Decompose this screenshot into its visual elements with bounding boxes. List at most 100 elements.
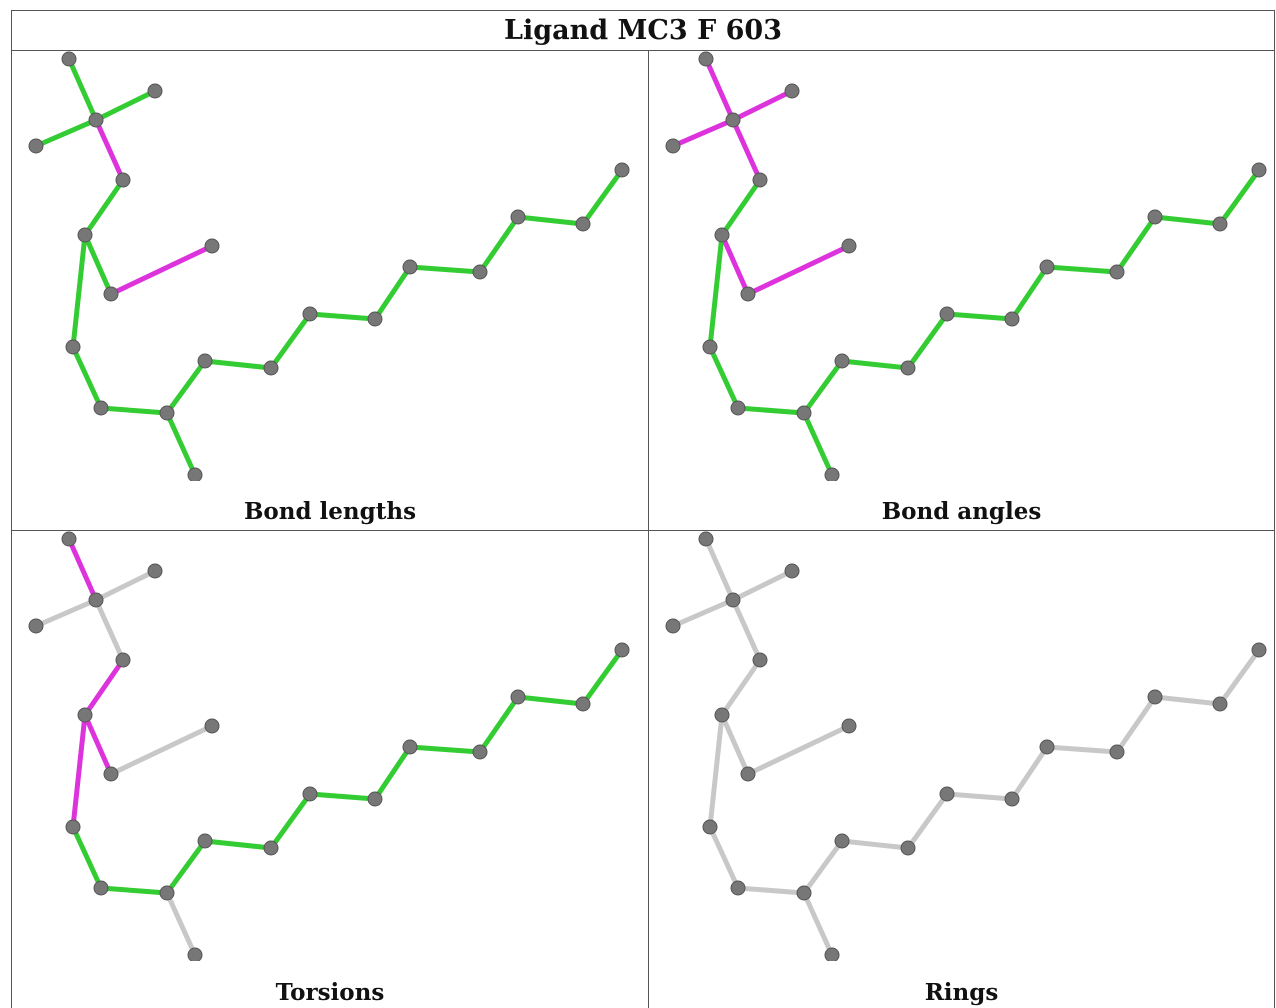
bond-0-3	[33, 597, 99, 629]
bond-0-2	[730, 568, 795, 603]
atom-20	[614, 162, 630, 178]
atom-10	[796, 885, 812, 901]
caption-rings: Rings	[924, 979, 999, 1006]
atom-1	[698, 531, 714, 547]
atom-17	[472, 264, 488, 280]
bond-15-16	[372, 744, 413, 802]
atom-14	[939, 306, 955, 322]
bond-10-12	[801, 358, 845, 416]
bond-4-5	[82, 657, 126, 718]
atom-18	[510, 209, 526, 225]
atom-4	[115, 652, 131, 668]
atom-17	[1109, 744, 1125, 760]
atom-0	[725, 592, 741, 608]
atom-9	[93, 400, 109, 416]
atom-5	[77, 227, 93, 243]
panel-rings: Rings	[649, 531, 1274, 1008]
atom-13	[263, 840, 279, 856]
atom-18	[510, 689, 526, 705]
bond-19-20	[1217, 167, 1262, 227]
atom-17	[1109, 264, 1125, 280]
molecule-structure-torsions	[28, 531, 630, 961]
atom-3	[28, 618, 44, 634]
atom-10	[796, 405, 812, 421]
bond-0-3	[33, 117, 99, 149]
atom-1	[61, 51, 77, 67]
bond-17-18	[1114, 694, 1158, 755]
bond-10-11	[801, 890, 835, 958]
atom-13	[263, 360, 279, 376]
bond-0-1	[703, 536, 736, 603]
bond-0-2	[93, 568, 158, 603]
bond-15-16	[372, 264, 413, 322]
bond-5-8	[707, 232, 725, 350]
bond-4-5	[719, 177, 763, 238]
atom-16	[402, 739, 418, 755]
bond-0-1	[703, 56, 736, 123]
atom-2	[784, 563, 800, 579]
atom-16	[402, 259, 418, 275]
atom-0	[725, 112, 741, 128]
bond-8-9	[707, 824, 741, 891]
bond-6-7	[745, 723, 852, 777]
atom-12	[197, 353, 213, 369]
atom-11	[824, 467, 840, 481]
atom-6	[103, 286, 119, 302]
bond-4-5	[719, 657, 763, 718]
atom-2	[147, 563, 163, 579]
atom-12	[834, 353, 850, 369]
bond-6-7	[108, 243, 215, 297]
atom-8	[702, 819, 718, 835]
bond-9-10	[735, 885, 807, 896]
atom-10	[159, 405, 175, 421]
bond-10-12	[164, 358, 208, 416]
caption-bond-angles: Bond angles	[881, 498, 1042, 525]
atom-15	[1004, 791, 1020, 807]
bond-13-14	[905, 791, 950, 851]
caption-bond-lengths: Bond lengths	[243, 498, 417, 525]
column-divider	[648, 50, 649, 1008]
bond-15-16	[1009, 264, 1050, 322]
bond-13-14	[905, 311, 950, 371]
bond-5-6	[719, 712, 751, 777]
atom-10	[159, 885, 175, 901]
bond-8-9	[707, 344, 741, 411]
atom-6	[103, 766, 119, 782]
atom-11	[824, 947, 840, 961]
atom-6	[740, 286, 756, 302]
atom-2	[147, 83, 163, 99]
atom-15	[367, 791, 383, 807]
bond-0-4	[730, 117, 763, 183]
bond-18-19	[515, 694, 586, 707]
panel-bond-angles: Bond angles	[649, 51, 1274, 530]
bond-12-13	[839, 358, 911, 371]
atom-8	[65, 339, 81, 355]
bond-15-16	[1009, 744, 1050, 802]
atom-13	[900, 840, 916, 856]
atom-20	[1251, 642, 1267, 658]
atom-19	[575, 696, 591, 712]
atom-19	[1212, 216, 1228, 232]
bond-19-20	[580, 167, 625, 227]
atom-7	[841, 718, 857, 734]
bond-0-2	[93, 88, 158, 123]
bond-18-19	[1152, 694, 1223, 707]
atom-3	[28, 138, 44, 154]
row-divider	[11, 530, 1275, 531]
bond-5-8	[707, 712, 725, 830]
atom-14	[939, 786, 955, 802]
bond-14-15	[944, 791, 1015, 802]
atom-7	[204, 718, 220, 734]
atom-4	[752, 652, 768, 668]
bond-0-4	[93, 117, 126, 183]
frame-right	[1274, 10, 1275, 1008]
bond-18-19	[1152, 214, 1223, 227]
frame-top	[11, 10, 1275, 11]
molecule-structure-bond-lengths	[28, 51, 630, 481]
bond-6-7	[745, 243, 852, 297]
bond-5-6	[82, 232, 114, 297]
atom-19	[1212, 696, 1228, 712]
atom-15	[1004, 311, 1020, 327]
bond-14-15	[944, 311, 1015, 322]
bond-12-13	[839, 838, 911, 851]
